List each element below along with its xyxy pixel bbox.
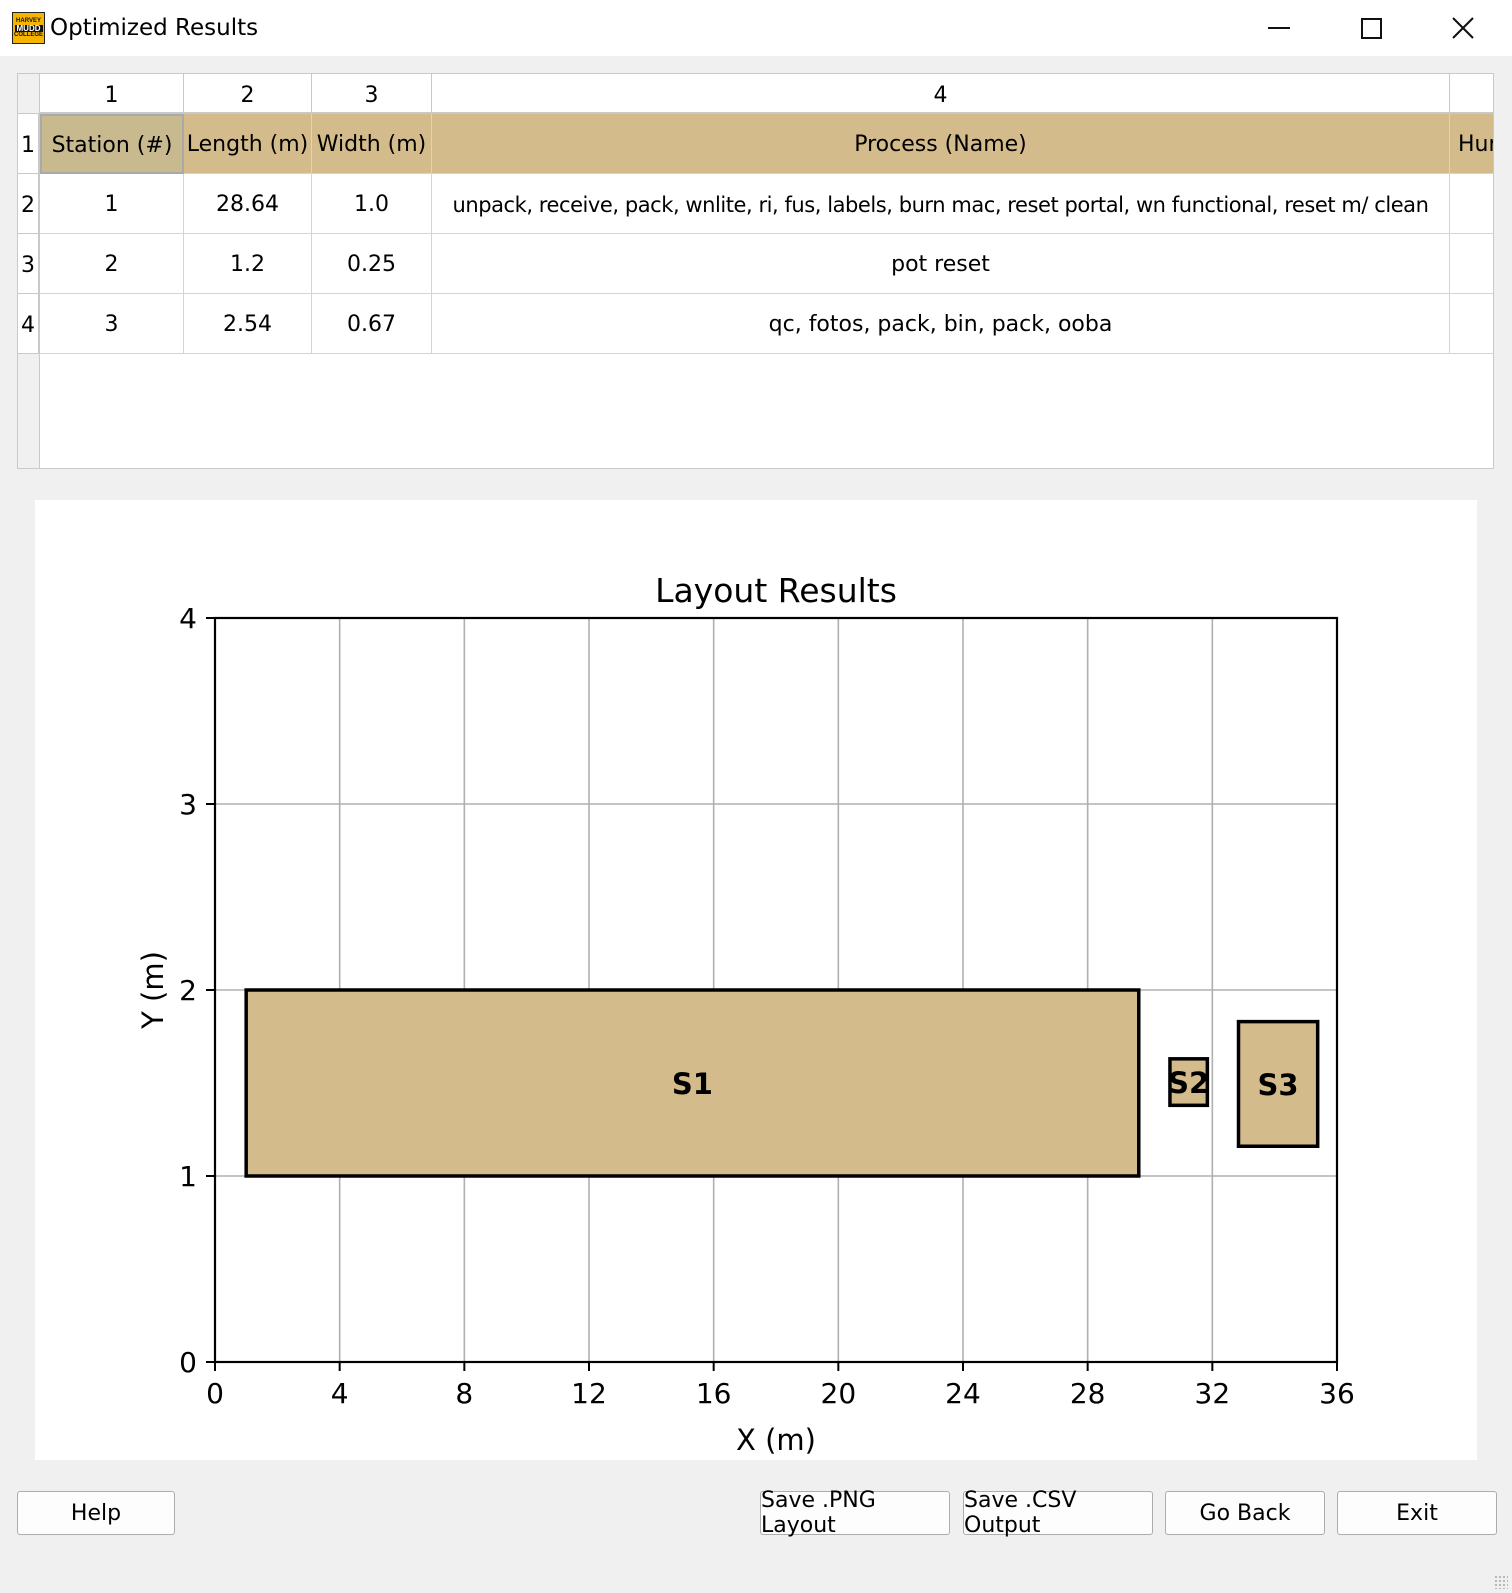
resize-grip-icon[interactable] [1494,1575,1508,1589]
results-table[interactable]: 1 2 3 4 1 2 3 4 Station (#) Length (m) W… [17,73,1494,469]
station-rect-s1 [244,988,1141,1178]
y-tick-label: 4 [179,602,197,635]
x-tick-label: 0 [206,1377,224,1410]
close-button[interactable] [1417,0,1509,56]
x-tick-label: 4 [331,1377,349,1410]
table-cell[interactable] [1450,174,1493,234]
y-tick-label: 0 [179,1346,197,1379]
x-axis-label: X (m) [736,1423,816,1457]
table-corner[interactable] [18,74,40,114]
y-axis-label: Y (m) [136,951,170,1030]
maximize-button[interactable] [1325,0,1417,56]
maximize-icon [1360,17,1382,39]
x-tick-label: 12 [571,1377,607,1410]
table-cell[interactable]: 28.64 [184,174,312,234]
minimize-icon [1268,27,1290,29]
table-cell[interactable]: Huma [1450,114,1493,174]
column-header-4[interactable]: 4 [432,74,1450,114]
table-cell[interactable]: 1 [40,174,184,234]
station-label-s1: S1 [672,1067,713,1101]
column-header-3[interactable]: 3 [312,74,432,114]
x-tick-label: 8 [455,1377,473,1410]
save-png-button[interactable]: Save .PNG Layout [760,1488,950,1538]
table-cell[interactable] [1450,294,1493,354]
row-header-3[interactable]: 3 [18,234,40,294]
row-header-2[interactable]: 2 [18,174,40,234]
table-cell[interactable]: qc, fotos, pack, bin, pack, ooba [432,294,1450,354]
save-csv-button[interactable]: Save .CSV Output [963,1488,1153,1538]
help-button[interactable]: Help [17,1491,175,1535]
y-tick-label: 3 [179,788,197,821]
table-cell[interactable]: pot reset [432,234,1450,294]
station-rect-s2 [1168,1057,1210,1108]
table-cell[interactable]: unpack, receive, pack, wnlite, ri, fus, … [432,174,1450,234]
table-cell[interactable]: 0.67 [312,294,432,354]
station-label-s2: S2 [1168,1066,1209,1100]
column-header-2[interactable]: 2 [184,74,312,114]
x-tick-label: 32 [1195,1377,1231,1410]
x-tick-label: 16 [696,1377,732,1410]
exit-button[interactable]: Exit [1337,1491,1497,1535]
x-tick-label: 24 [945,1377,981,1410]
column-header-5[interactable] [1450,74,1493,114]
table-cell[interactable]: Length (m) [184,114,312,174]
x-tick-label: 20 [821,1377,857,1410]
table-cell[interactable]: Width (m) [312,114,432,174]
table-cell[interactable]: Process (Name) [432,114,1450,174]
x-tick-label: 36 [1319,1377,1355,1410]
row-header-4[interactable]: 4 [18,294,40,354]
title-bar: HARVEY MUDD COLLEGE Optimized Results [0,0,1512,56]
x-tick-label: 28 [1070,1377,1106,1410]
y-tick-label: 1 [179,1160,197,1193]
table-cell[interactable]: 0.25 [312,234,432,294]
table-cell[interactable]: 2 [40,234,184,294]
station-rect-s3 [1236,1019,1320,1148]
table-cell[interactable] [1450,234,1493,294]
row-header-empty [18,354,40,468]
table-cell[interactable]: 3 [40,294,184,354]
table-cell[interactable]: 1.2 [184,234,312,294]
go-back-button[interactable]: Go Back [1165,1491,1325,1535]
app-logo-icon: HARVEY MUDD COLLEGE [12,12,45,44]
table-cell[interactable]: 2.54 [184,294,312,354]
chart-title: Layout Results [655,571,897,610]
layout-chart-panel: S1 S2 S3 0 4 8 12 16 20 24 28 32 36 0 1 2 3 4 Layout Resul… [35,500,1477,1460]
table-cell[interactable]: 1.0 [312,174,432,234]
station-label-s3: S3 [1258,1068,1299,1102]
minimize-button[interactable] [1233,0,1325,56]
close-icon [1452,17,1474,39]
y-tick-label: 2 [179,974,197,1007]
table-cell[interactable]: Station (#) [40,114,184,174]
column-header-1[interactable]: 1 [40,74,184,114]
window-title: Optimized Results [50,15,259,41]
row-header-1[interactable]: 1 [18,114,40,174]
